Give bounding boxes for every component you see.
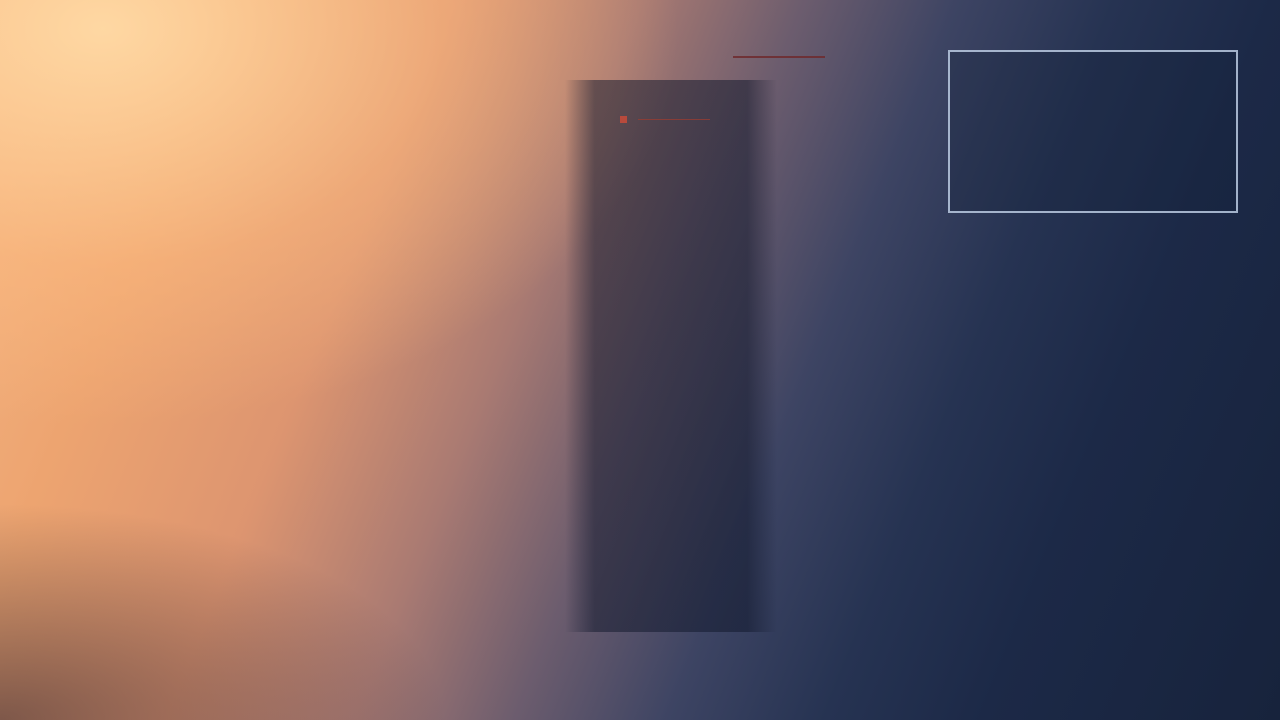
mini-chart-panel bbox=[948, 50, 1238, 213]
pie-legend bbox=[620, 116, 710, 123]
pie-legend-line bbox=[638, 119, 710, 120]
top-annotation-line bbox=[733, 56, 825, 58]
corner-shade-overlay bbox=[0, 430, 560, 720]
dark-column-overlay bbox=[565, 80, 777, 632]
mini-bar-chart bbox=[950, 52, 1236, 211]
top-annotation bbox=[733, 42, 843, 58]
pie-legend-swatch-icon bbox=[620, 116, 627, 123]
